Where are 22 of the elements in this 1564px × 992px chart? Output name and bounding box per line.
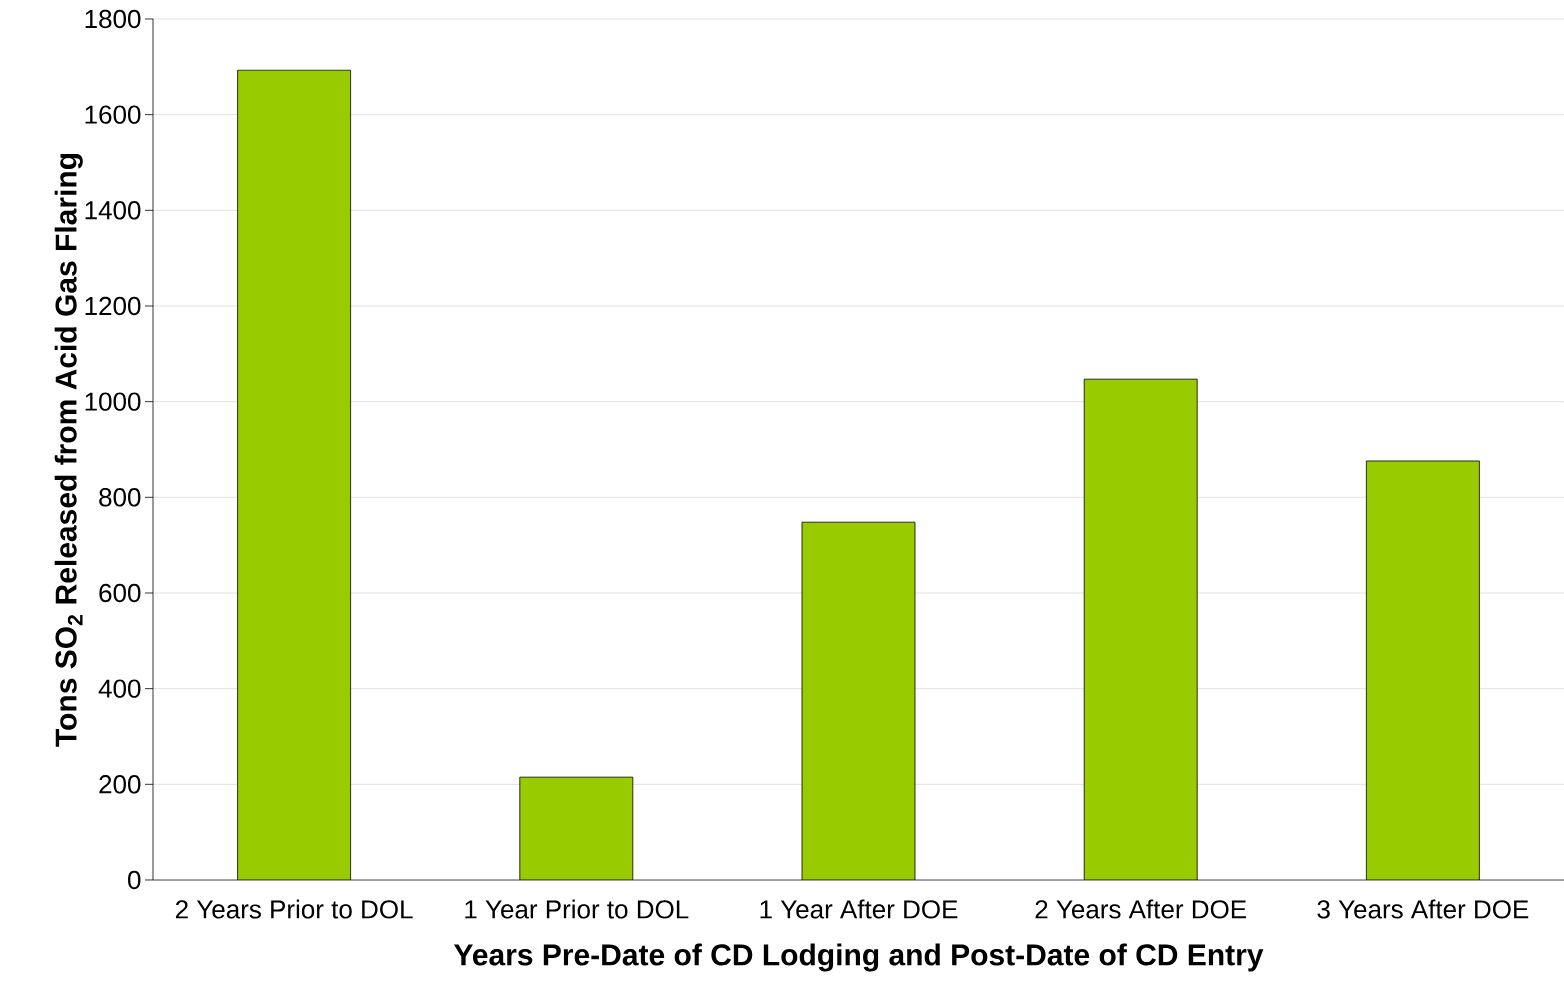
y-tick-label: 1200 [85, 296, 141, 316]
y-tick-label: 400 [98, 679, 141, 698]
y-tick-label: 1600 [85, 105, 141, 124]
y-tick-label: 1000 [85, 392, 141, 411]
x-tick-label: 2 Years After DOE [1035, 899, 1247, 919]
bar [1365, 460, 1480, 880]
bar [519, 777, 633, 880]
y-tick-label: 200 [99, 775, 141, 794]
y-tick-label: 1400 [85, 201, 141, 220]
x-axis-title: Years Pre-Date of CD Lodging and Post-Date of CD Entry [453, 943, 1264, 972]
x-tick-label: 1 Year Prior to DOL [465, 899, 689, 919]
x-tick-label: 2 Years Prior to DOL [175, 899, 413, 919]
x-tick-label: 3 Years After DOE [1317, 899, 1529, 919]
bar [802, 522, 915, 880]
bar [1084, 379, 1198, 880]
y-tick-label: 800 [99, 488, 141, 507]
x-tick-label: 1 Year After DOE [760, 899, 958, 919]
y-axis-title: Tons SO$_{2}$ Released from Acid Gas Flaring [54, 153, 83, 747]
y-tick-label: 600 [99, 583, 141, 603]
y-tick-label: 1800 [85, 9, 141, 29]
y-tick-label: 0 [128, 870, 141, 890]
bar [237, 70, 351, 880]
